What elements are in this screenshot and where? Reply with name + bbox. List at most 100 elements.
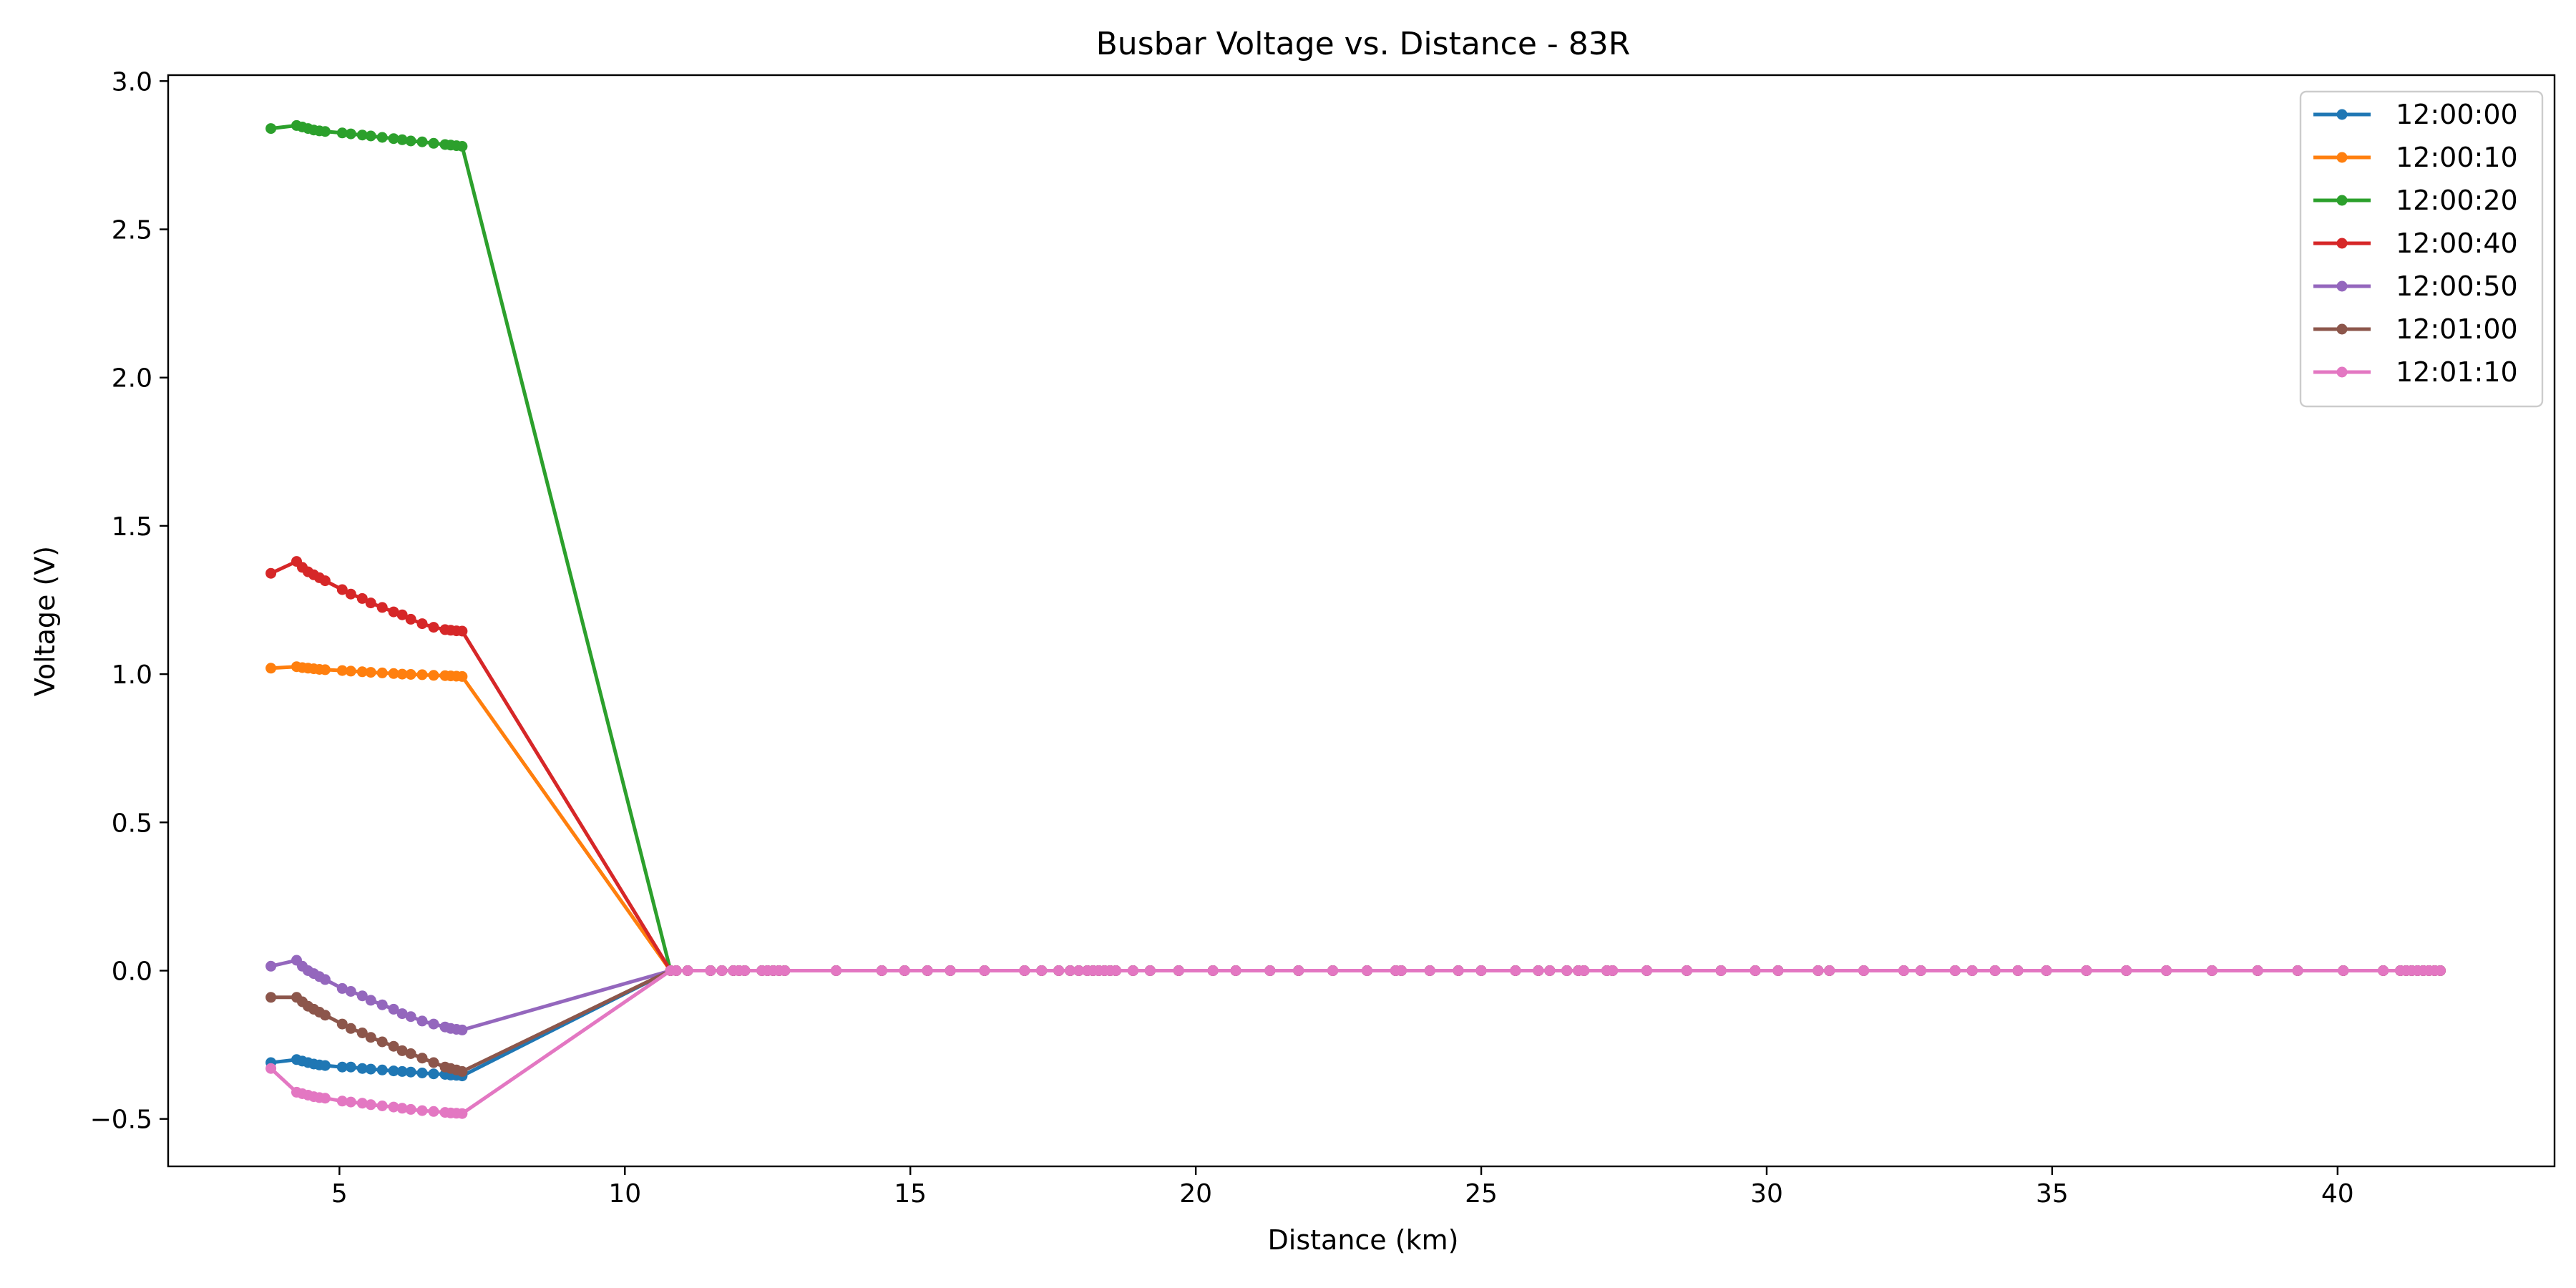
data-point (396, 609, 408, 620)
legend-item: 12:00:10 (2313, 142, 2518, 173)
legend-label: 12:01:10 (2396, 356, 2518, 388)
data-point (457, 1024, 468, 1035)
data-point (376, 1064, 388, 1075)
legend-label: 12:00:10 (2396, 142, 2518, 173)
x-axis-label: Distance (km) (1268, 1224, 1459, 1256)
y-tick-label: −0.5 (90, 1106, 152, 1135)
data-point (396, 668, 408, 680)
data-point (376, 667, 388, 678)
data-point (2252, 965, 2263, 976)
y-axis: −0.5 0.0 0.5 1.0 1.5 2.0 2.5 3.0 (90, 67, 168, 1135)
legend-label: 12:00:20 (2396, 185, 2518, 216)
data-point (682, 965, 693, 976)
data-point (1641, 965, 1652, 976)
legend-item: 12:01:00 (2313, 313, 2518, 345)
data-point (1264, 965, 1276, 976)
data-point (1898, 965, 1909, 976)
data-point (416, 669, 428, 680)
data-point (1915, 965, 1926, 976)
data-point (376, 1101, 388, 1111)
data-point (1966, 965, 1978, 976)
data-point (396, 1103, 408, 1114)
x-tick-label: 40 (2321, 1179, 2354, 1209)
data-point (336, 584, 348, 595)
data-point (365, 1063, 376, 1075)
legend-label: 12:00:50 (2396, 270, 2518, 302)
data-point (1036, 965, 1048, 976)
data-point (1362, 965, 1372, 976)
legend-swatch-marker (2336, 280, 2348, 292)
data-point (1949, 965, 1961, 976)
data-point (416, 136, 428, 147)
data-point (396, 1008, 408, 1020)
data-point (336, 982, 348, 994)
data-point (356, 990, 368, 1002)
data-point (356, 1028, 368, 1038)
data-point (356, 130, 368, 141)
data-point (396, 1065, 408, 1077)
legend-label: 12:00:40 (2396, 228, 2518, 259)
data-point (388, 133, 399, 145)
data-point (2041, 965, 2052, 976)
data-point (376, 132, 388, 143)
data-point (345, 986, 356, 997)
legend-item: 12:00:50 (2313, 270, 2518, 302)
data-point (457, 141, 468, 152)
data-point (1681, 965, 1692, 976)
data-point (1395, 965, 1407, 976)
data-point (979, 965, 990, 976)
data-point (1424, 965, 1435, 976)
legend-item: 12:01:10 (2313, 356, 2518, 388)
data-point (779, 965, 791, 976)
plot-frame (167, 74, 2556, 1168)
x-tick-label: 10 (608, 1179, 641, 1209)
y-tick-label: 1.0 (112, 660, 152, 690)
data-point (1065, 965, 1076, 976)
data-point (457, 1065, 468, 1077)
data-point (1327, 965, 1339, 976)
data-point (319, 664, 331, 675)
data-point (2012, 965, 2024, 976)
legend: 12:00:00 12:00:10 12:00:20 12:00:40 12:00:50… (2299, 90, 2544, 408)
data-point (876, 965, 887, 976)
data-point (365, 1032, 376, 1043)
data-point (336, 1061, 348, 1073)
data-point (1230, 965, 1241, 976)
data-point (376, 999, 388, 1010)
series-6 (265, 965, 2446, 1077)
data-point (716, 965, 728, 976)
legend-item: 12:00:20 (2313, 185, 2518, 216)
y-tick-label: 2.0 (112, 364, 152, 394)
data-point (1715, 965, 1727, 976)
data-point (376, 1036, 388, 1048)
data-point (356, 592, 368, 604)
data-point (405, 1011, 416, 1023)
data-point (1453, 965, 1464, 976)
x-tick-label: 30 (1750, 1179, 1783, 1209)
data-point (265, 663, 277, 674)
x-axis: 5 10 15 20 25 30 35 40 (331, 1166, 2354, 1209)
data-point (2206, 965, 2218, 976)
data-point (1561, 965, 1573, 976)
data-point (345, 1061, 356, 1073)
legend-swatch-marker (2336, 366, 2348, 378)
series-line (270, 665, 2441, 972)
data-point (345, 1023, 356, 1034)
x-tick-label: 15 (894, 1179, 927, 1209)
y-tick-label: 3.0 (112, 67, 152, 97)
data-point (1772, 965, 1784, 976)
data-point (899, 965, 910, 976)
data-point (1544, 965, 1556, 976)
chart-title: Busbar Voltage vs. Distance - 83R (1096, 26, 1631, 62)
data-point (319, 974, 331, 985)
y-axis-label: Voltage (V) (29, 546, 61, 696)
data-point (1053, 965, 1065, 976)
data-point (1144, 965, 1156, 976)
data-point (428, 137, 439, 149)
data-point (831, 965, 841, 976)
y-tick-label: 2.5 (112, 215, 152, 245)
data-point (2378, 965, 2389, 976)
x-tick-label: 25 (1465, 1179, 1498, 1209)
data-point (428, 622, 439, 633)
data-point (405, 1048, 416, 1059)
